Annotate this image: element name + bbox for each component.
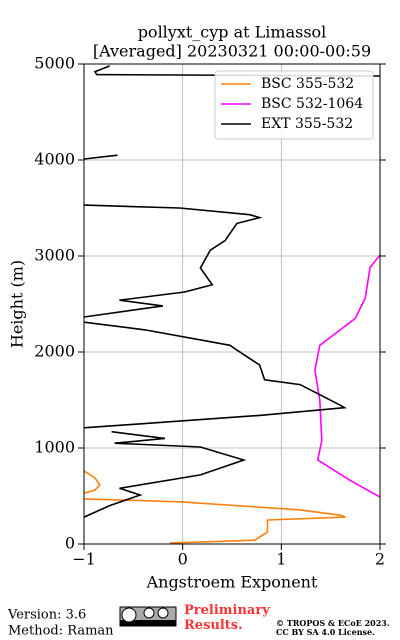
status-line-1: Preliminary Results. [184, 603, 270, 633]
copyright: © TROPOS & ECoE 2023. [276, 618, 390, 628]
license-badge [119, 606, 177, 627]
x-axis-label: Angstroem Exponent [146, 573, 318, 592]
x-tick-label: 1 [276, 550, 286, 569]
y-tick-label: 2000 [34, 342, 75, 361]
y-tick-label: 4000 [34, 150, 75, 169]
chart-subtitle: [Averaged] 20230321 00:00-00:59 [93, 42, 371, 61]
legend: BSC 355-532 BSC 532-1064 EXT 355-532 [214, 70, 374, 140]
method: Method: Raman [8, 624, 114, 639]
version: Version: 3.6 [7, 608, 86, 623]
profile-line [84, 65, 380, 518]
legend-label: EXT 355-532 [261, 116, 353, 132]
legend-box [214, 70, 374, 140]
y-tick-label: 1000 [34, 438, 75, 457]
y-tick-label: 3000 [34, 246, 75, 265]
y-tick-label: 0 [65, 534, 75, 553]
legend-label: BSC 532-1064 [261, 96, 363, 112]
profile-line [84, 470, 346, 544]
y-tick-label: 5000 [34, 54, 75, 73]
plot-frame [83, 63, 381, 545]
profile-line [314, 254, 380, 498]
chart-title: pollyxt_cyp at Limassol [138, 23, 327, 42]
x-tick-label: −1 [72, 550, 96, 569]
plot-area [78, 63, 386, 550]
x-tick-label: 0 [178, 550, 188, 569]
y-axis-label: Height (m) [8, 260, 27, 348]
license: CC BY SA 4.0 License. [276, 627, 375, 637]
legend-label: BSC 355-532 [261, 76, 354, 92]
x-tick-label: 2 [375, 550, 385, 569]
